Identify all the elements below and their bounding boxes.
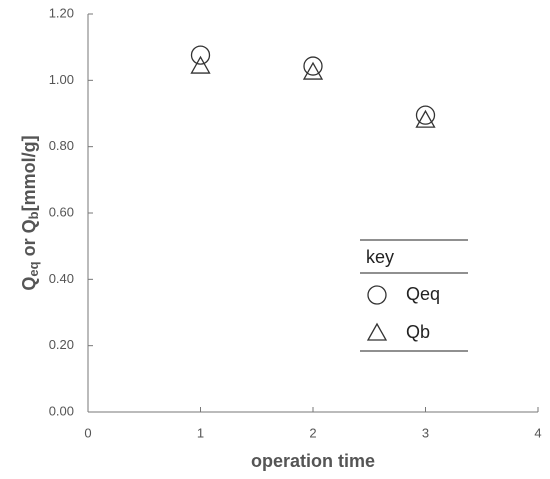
y-tick-label: 0.60 [49,204,74,219]
y-tick-label: 0.20 [49,337,74,352]
x-tick-label: 0 [84,425,91,440]
y-tick-label: 0.40 [49,271,74,286]
y-label-part: Q [19,277,39,291]
marker-triangle [415,109,436,128]
x-tick-label: 3 [422,425,429,440]
y-label-sub: b [26,211,41,219]
y-tick-label: 1.00 [49,72,74,87]
y-label-sub: eq [26,261,41,276]
y-label-part: or Q [19,219,39,261]
legend-label: Qb [406,322,430,342]
marker-circle [415,105,436,125]
y-tick-label: 0.00 [49,403,74,418]
x-tick-label: 1 [197,425,204,440]
marker-triangle [366,322,388,341]
legend-label: Qeq [406,284,440,304]
x-axis-label: operation time [251,451,375,471]
marker-circle [367,285,387,305]
marker-triangle [190,55,211,74]
marker-circle [303,56,323,76]
marker-circle [190,45,211,65]
marker-triangle [302,61,324,80]
y-label-part: [mmol/g] [19,135,39,211]
y-tick-label: 1.20 [49,5,74,20]
y-tick-label: 0.80 [49,138,74,153]
x-tick-label: 2 [309,425,316,440]
y-axis-label: Qeq or Qb[mmol/g] [19,135,42,290]
legend-title: key [366,247,394,267]
x-tick-label: 4 [534,425,541,440]
